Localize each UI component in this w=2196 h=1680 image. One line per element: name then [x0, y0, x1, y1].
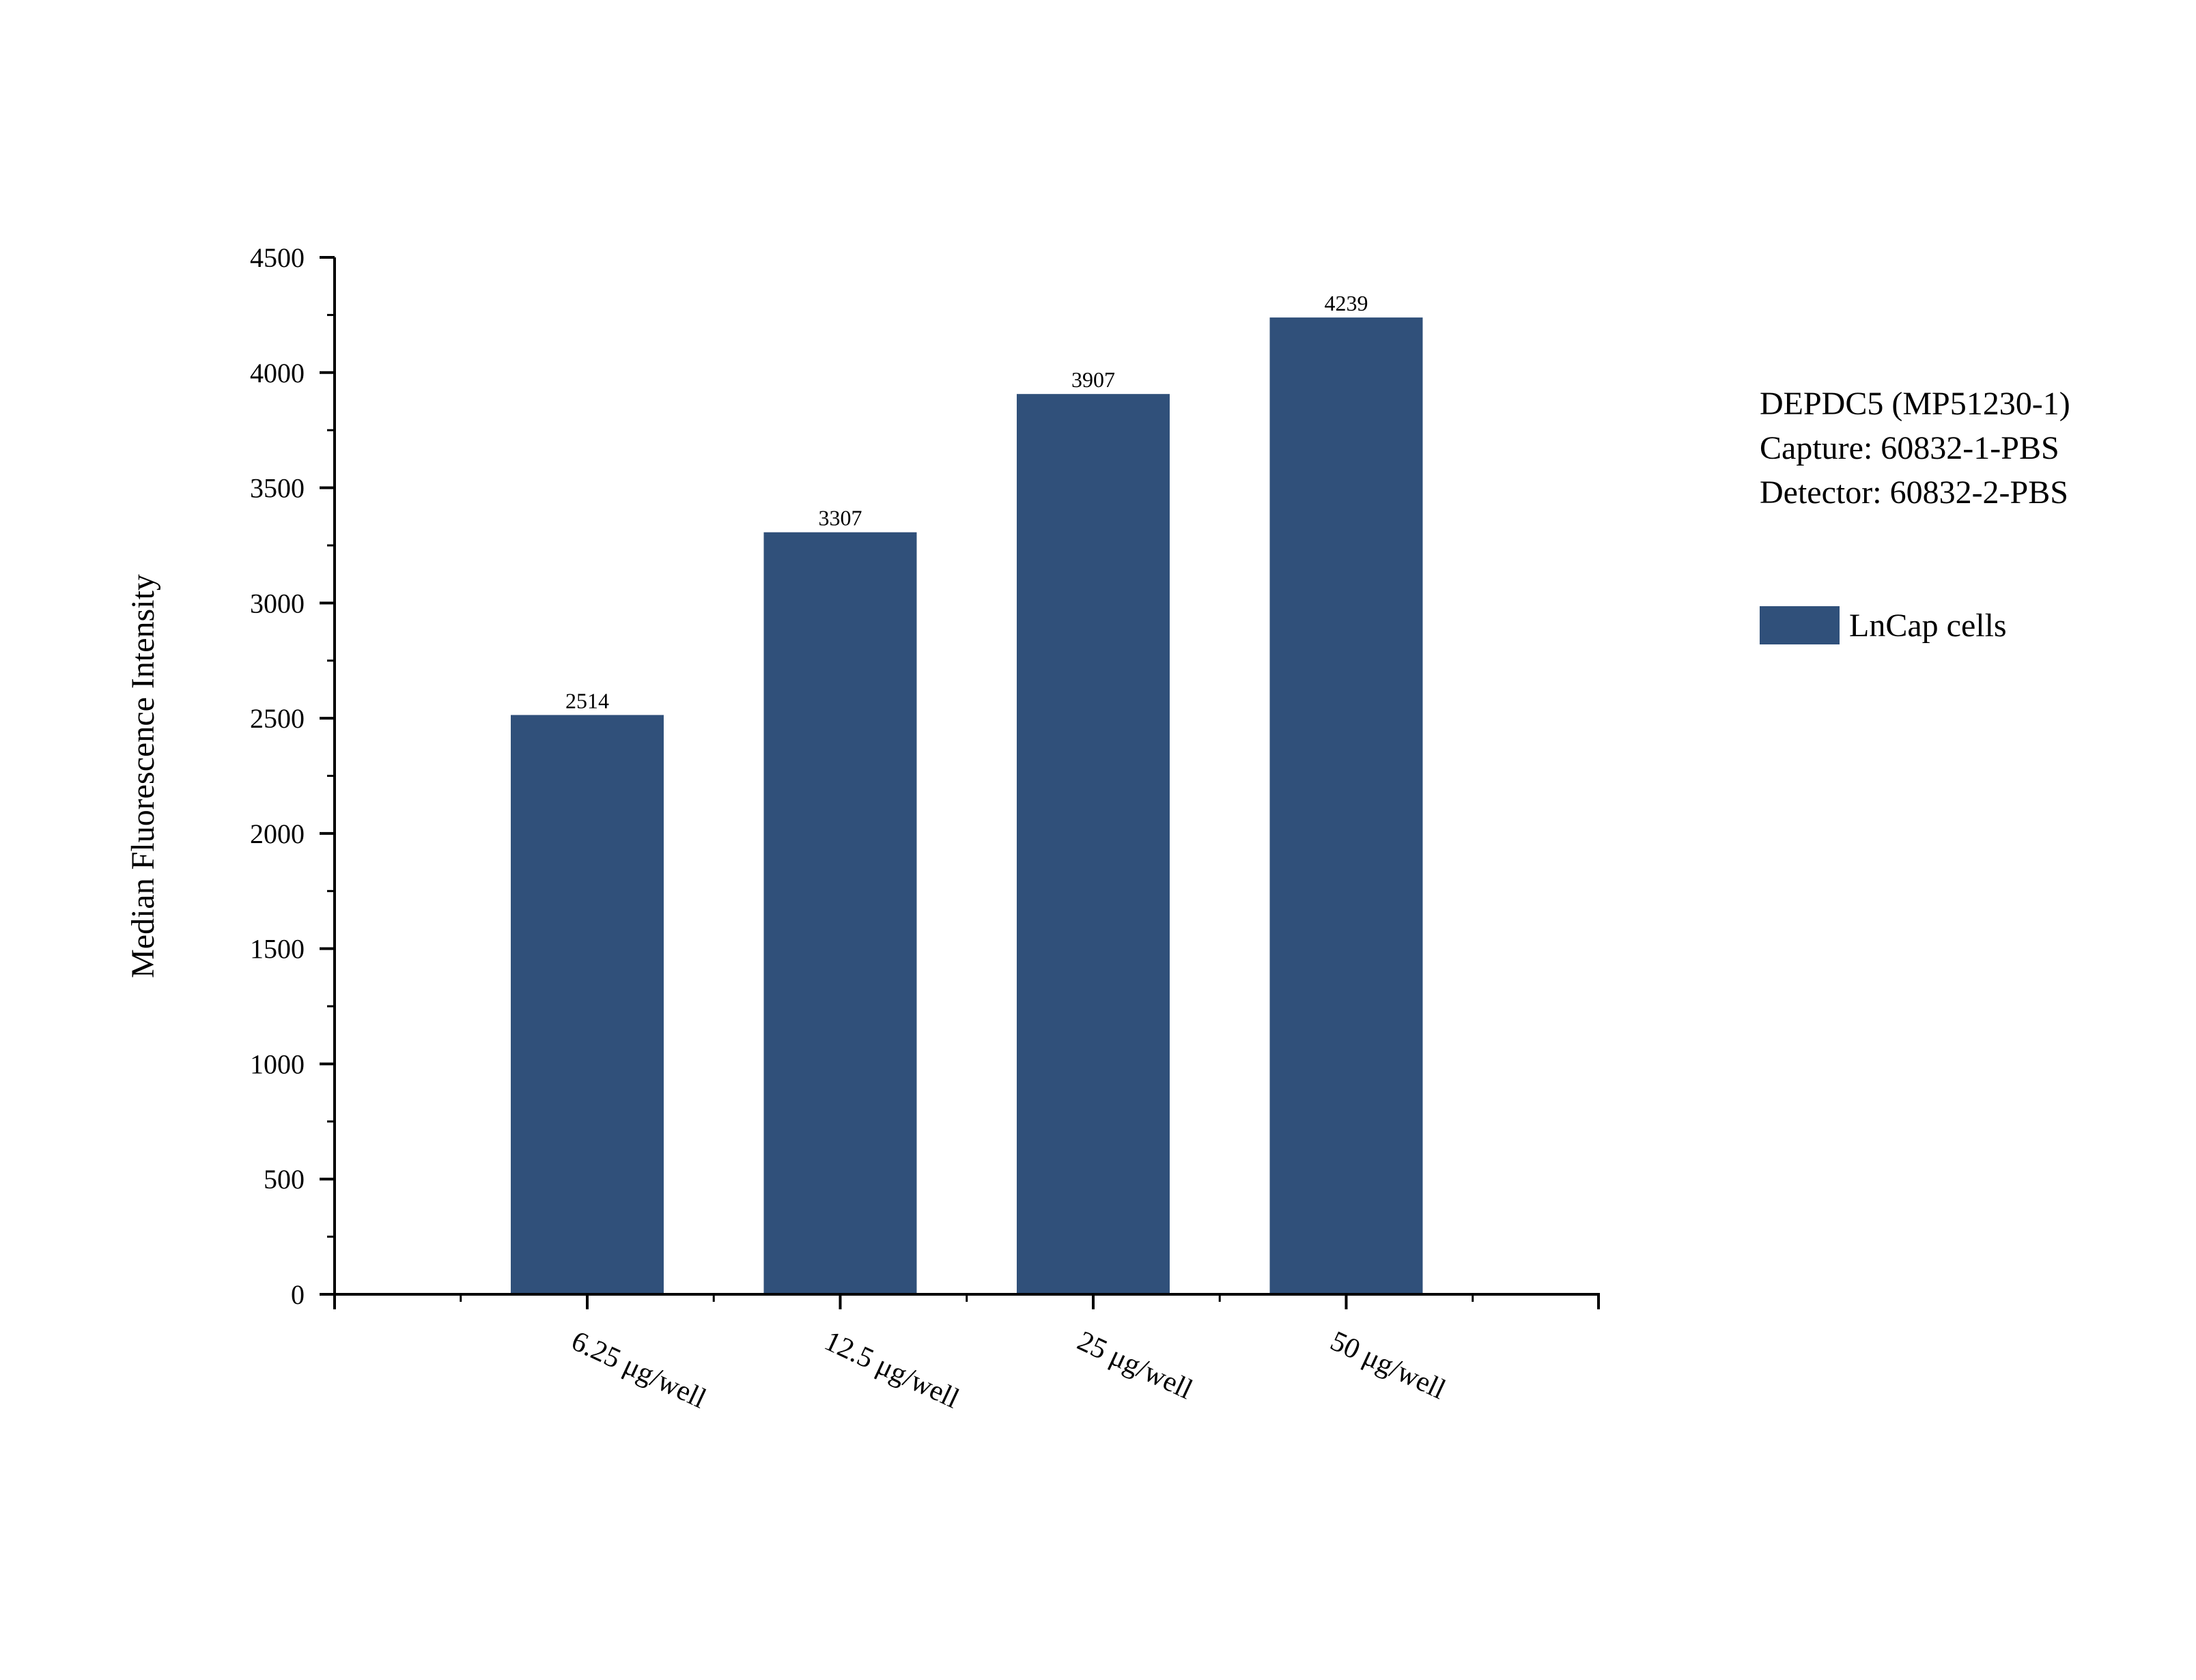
bar-value-label: 2514 [565, 688, 609, 713]
info-line-2: Capture: 60832-1-PBS [1760, 430, 2059, 466]
bar-labels-group: 2514 3307 3907 4239 [565, 291, 1368, 713]
info-line-3: Detector: 60832-2-PBS [1760, 474, 2068, 511]
legend: LnCap cells [1760, 606, 2007, 644]
bar-value-label: 3907 [1071, 367, 1115, 392]
y-tick-label: 3000 [250, 588, 305, 618]
y-tick-label: 1500 [250, 934, 305, 965]
info-line-1: DEPDC5 (MP51230-1) [1760, 386, 2070, 422]
bar [1017, 394, 1170, 1295]
bar [511, 715, 664, 1294]
legend-label: LnCap cells [1849, 608, 2007, 644]
bar [763, 532, 917, 1294]
bar-value-label: 4239 [1325, 291, 1368, 315]
legend-swatch [1760, 606, 1840, 644]
x-tick-label: 6.25 μg/well [567, 1325, 711, 1414]
x-tick-label: 25 μg/well [1073, 1325, 1198, 1406]
x-tick-label: 50 μg/well [1325, 1325, 1450, 1406]
y-tick-label: 4500 [250, 242, 305, 273]
bar-value-label: 3307 [819, 506, 862, 530]
y-ticks-group: 0 500 1000 1500 2000 2500 3000 3500 4000 4500 [250, 242, 335, 1310]
y-tick-label: 2500 [250, 703, 305, 734]
y-tick-label: 1000 [250, 1049, 305, 1079]
y-tick-label: 4000 [250, 358, 305, 388]
x-tick-label: 12.5 μg/well [819, 1325, 963, 1414]
chart-info-block: DEPDC5 (MP51230-1) Capture: 60832-1-PBS … [1760, 386, 2070, 511]
x-ticks-group: 6.25 μg/well 12.5 μg/well 25 μg/well 50 μg/… [333, 1294, 1600, 1414]
y-tick-label: 3500 [250, 473, 305, 504]
y-tick-label: 2000 [250, 818, 305, 849]
y-tick-label: 0 [291, 1279, 305, 1310]
bars-group [511, 317, 1423, 1295]
y-axis-title: Median Fluorescence Intensity [125, 574, 161, 978]
bar [1269, 317, 1423, 1294]
y-tick-label: 500 [264, 1164, 305, 1195]
